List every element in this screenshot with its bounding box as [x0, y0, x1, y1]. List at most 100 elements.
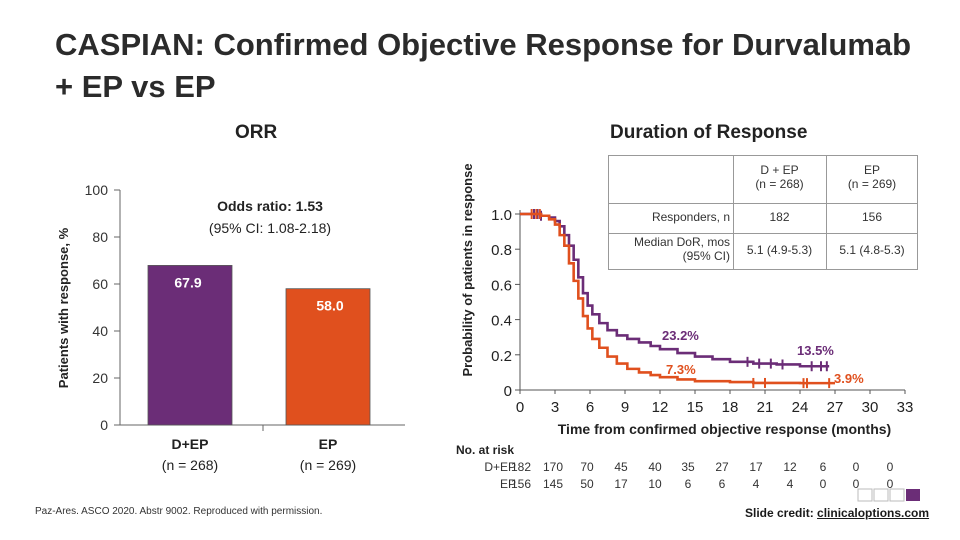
y-axis-label: Probability of patients in response — [460, 163, 475, 376]
dep-12mo-annotation: 23.2% — [662, 328, 699, 343]
risk-value: 0 — [886, 477, 894, 491]
orr-panel-title: ORR — [235, 122, 278, 143]
risk-value: 4 — [786, 477, 794, 491]
y-tick-label: 100 — [85, 182, 109, 198]
y-tick-label: 40 — [92, 323, 108, 339]
odds-ratio-label: Odds ratio: 1.53 — [217, 198, 323, 214]
x-tick-label: 0 — [516, 399, 524, 416]
y-tick-label: 60 — [92, 276, 108, 292]
cco-logo-mark — [857, 488, 920, 502]
table-row-label: Responders, n — [651, 210, 730, 224]
table-header-dep-line2: (n = 268) — [755, 177, 804, 191]
risk-value: 145 — [542, 477, 564, 491]
table-cell-dep: 182 — [769, 210, 790, 224]
credit-prefix: Slide credit: — [745, 506, 818, 520]
risk-value: 12 — [783, 460, 797, 474]
bar-value-label: 67.9 — [174, 274, 201, 290]
risk-value: 0 — [852, 460, 860, 474]
table-divider — [608, 203, 918, 204]
footnote: Paz-Ares. ASCO 2020. Abstr 9002. Reprodu… — [35, 506, 323, 517]
y-tick-label: 1.0 — [491, 207, 512, 224]
x-tick-label: 21 — [757, 399, 774, 416]
x-category-sublabel: (n = 269) — [300, 457, 356, 473]
x-tick-label: 30 — [862, 399, 879, 416]
risk-row-label: D+EP — [484, 460, 516, 474]
y-tick-label: 0.8 — [491, 242, 512, 259]
risk-value: 35 — [681, 460, 695, 474]
x-axis-label: Time from confirmed objective response (… — [558, 421, 891, 437]
table-header-dep: D + EP (n = 268) — [733, 163, 826, 191]
risk-value: 27 — [715, 460, 729, 474]
risk-value: 170 — [542, 460, 564, 474]
table-header-ep-line2: (n = 269) — [847, 177, 897, 191]
ep-24mo-annotation: 3.9% — [834, 371, 864, 386]
risk-value: 0 — [886, 460, 894, 474]
risk-value: 17 — [749, 460, 763, 474]
y-tick-label: 0 — [504, 383, 512, 400]
table-cell-dep: 5.1 (4.9-5.3) — [746, 243, 813, 257]
credit-link[interactable]: clinicaloptions.com — [817, 506, 930, 520]
risk-value: 6 — [718, 477, 726, 491]
x-category-label: D+EP — [172, 436, 209, 452]
x-tick-label: 9 — [621, 399, 629, 416]
risk-value: 70 — [580, 460, 594, 474]
slide-title: CASPIAN: Confirmed Objective Response fo… — [55, 27, 912, 104]
table-divider — [608, 233, 918, 234]
bar — [147, 265, 233, 426]
dor-summary-table: D + EP (n = 268) EP (n = 269) Responders… — [608, 155, 918, 270]
slide-credit: Slide credit: clinicaloptions.com — [745, 506, 929, 520]
risk-value: 45 — [614, 460, 628, 474]
x-tick-label: 15 — [687, 399, 704, 416]
risk-value: 50 — [580, 477, 594, 491]
x-category-sublabel: (n = 268) — [162, 457, 218, 473]
table-header-ep-line1: EP — [863, 163, 880, 177]
x-tick-label: 3 — [551, 399, 559, 416]
x-tick-label: 27 — [827, 399, 844, 416]
x-category-label: EP — [319, 436, 338, 452]
x-tick-label: 24 — [792, 399, 809, 416]
risk-row-label: EP — [499, 477, 516, 491]
dor-km-chart: 0 0.2 0.4 0.6 0.8 1.0 0 3 6 9 12 15 18 21 24 27 30 33 Time… — [460, 163, 914, 437]
risk-value: 156 — [510, 477, 532, 491]
table-row-label: Median DoR, mos (95% CI) — [608, 235, 730, 263]
dep-24mo-annotation: 13.5% — [797, 343, 834, 358]
bar-value-label: 58.0 — [316, 298, 343, 314]
risk-value: 6 — [684, 477, 692, 491]
x-tick-label: 18 — [722, 399, 739, 416]
table-row-label-line2: (95% CI) — [682, 249, 730, 263]
risk-value: 17 — [614, 477, 628, 491]
risk-value: 40 — [648, 460, 662, 474]
odds-ratio-ci: (95% CI: 1.08-2.18) — [208, 220, 332, 236]
table-header-ep: EP (n = 269) — [826, 163, 918, 191]
table-row-label-line1: Median DoR, mos — [633, 235, 730, 249]
table-border — [608, 155, 918, 270]
dor-panel-title: Duration of Response — [610, 122, 808, 143]
table-cell-ep: 156 — [861, 210, 883, 224]
table-divider — [826, 155, 827, 270]
y-axis-label: Patients with response, % — [56, 227, 71, 388]
y-tick-label: 20 — [92, 370, 108, 386]
x-tick-label: 12 — [652, 399, 669, 416]
risk-value: 6 — [819, 460, 827, 474]
risk-table-title: No. at risk — [456, 443, 515, 457]
table-divider — [733, 155, 734, 270]
bar — [285, 288, 371, 426]
y-tick-label: 0 — [100, 417, 108, 433]
risk-value: 10 — [648, 477, 662, 491]
y-tick-label: 80 — [92, 229, 108, 245]
risk-value: 182 — [510, 460, 532, 474]
table-cell-ep: 5.1 (4.8-5.3) — [839, 243, 905, 257]
risk-value: 0 — [852, 477, 860, 491]
km-curve-ep — [520, 212, 835, 385]
risk-value: 0 — [819, 477, 827, 491]
orr-bar-chart: 0 20 40 60 80 100 Patients with response, % 67.… — [56, 182, 405, 473]
y-tick-label: 0.4 — [491, 313, 512, 330]
ep-12mo-annotation: 7.3% — [666, 362, 696, 377]
y-tick-label: 0.2 — [491, 348, 512, 365]
cco-logo — [857, 488, 923, 502]
table-header-dep-line1: D + EP — [760, 163, 799, 177]
x-tick-label: 6 — [586, 399, 594, 416]
y-tick-label: 0.6 — [491, 277, 512, 294]
x-tick-label: 33 — [897, 399, 914, 416]
